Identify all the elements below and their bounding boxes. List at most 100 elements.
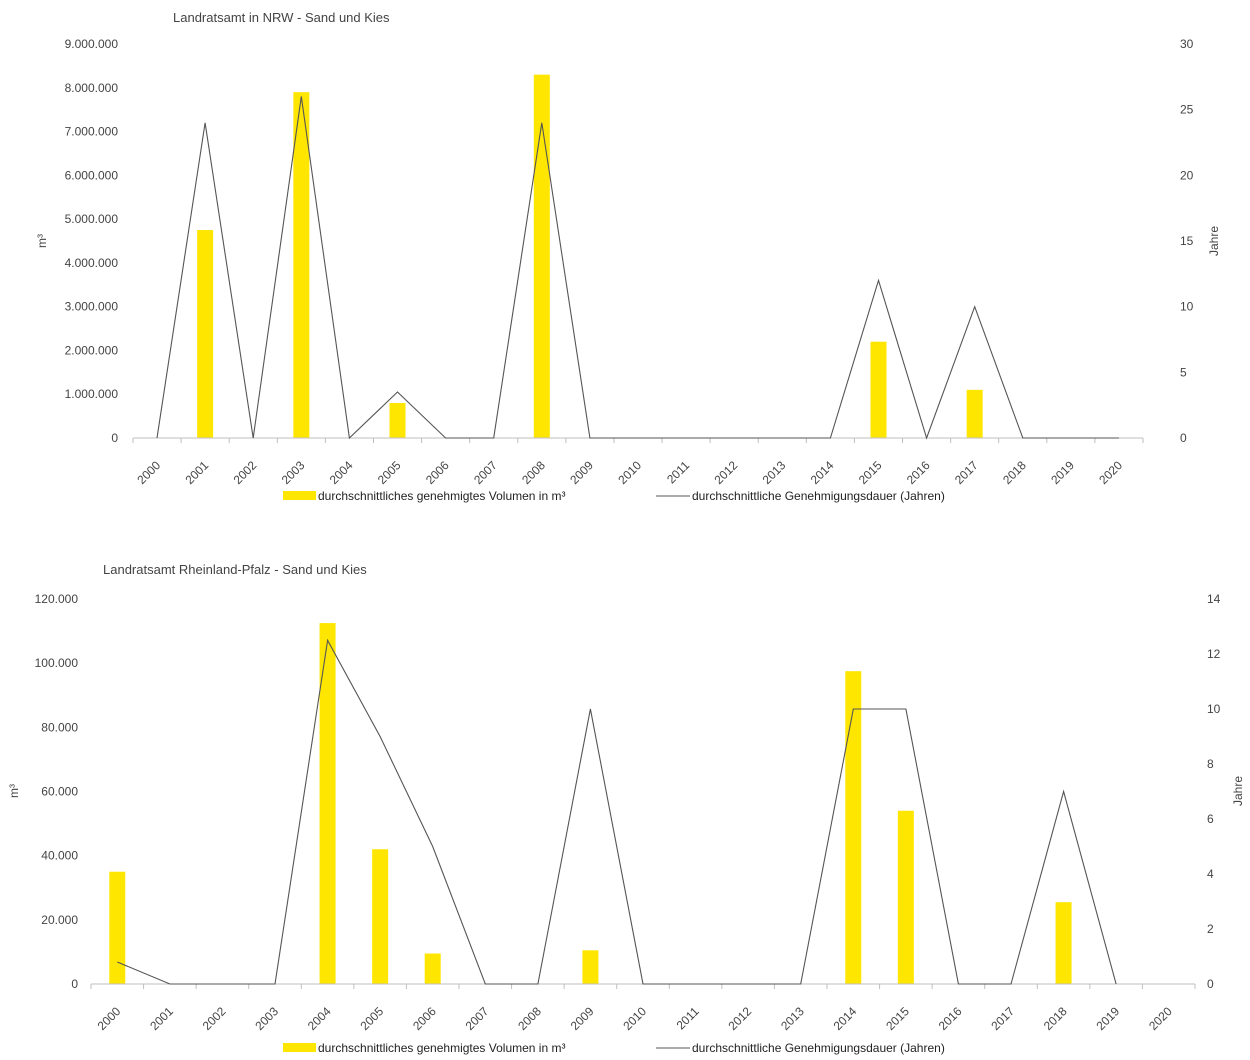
legend-label-bars: durchschnittliches genehmigtes Volumen i…	[318, 1041, 565, 1055]
y-tick-label: 60.000	[41, 785, 78, 799]
legend-label-line: durchschnittliche Genehmigungsdauer (Jah…	[692, 1041, 945, 1055]
y-tick-label: 0	[71, 977, 78, 991]
x-tick-label: 2000	[134, 458, 163, 487]
x-tick-label: 2009	[568, 1004, 597, 1033]
x-tick-label: 2006	[410, 1004, 439, 1033]
x-tick-label: 2015	[856, 458, 885, 487]
bar	[845, 671, 862, 984]
bar	[319, 623, 336, 984]
bar	[293, 92, 310, 439]
y2-tick-label: 20	[1180, 168, 1194, 182]
x-tick-label: 2007	[463, 1004, 492, 1033]
x-tick-label: 2014	[808, 458, 837, 487]
y2-tick-label: 8	[1207, 757, 1214, 771]
line-series	[156, 96, 1119, 440]
x-tick-label: 2019	[1093, 1004, 1122, 1033]
x-tick-label: 2018	[1000, 458, 1029, 487]
bar	[870, 341, 887, 438]
y-tick-label: 80.000	[41, 720, 78, 734]
x-tick-label: 2009	[567, 458, 596, 487]
y-tick-label: 0	[111, 431, 118, 445]
bar	[389, 402, 406, 438]
legend-label-line: durchschnittliche Genehmigungsdauer (Jah…	[692, 489, 945, 503]
x-tick-label: 2010	[615, 458, 644, 487]
x-tick-label: 2002	[200, 1004, 229, 1033]
x-tick-label: 2008	[519, 458, 548, 487]
y-tick-label: 7.000.000	[65, 125, 119, 139]
chart-title: Landratsamt Rheinland-Pfalz - Sand und K…	[103, 562, 367, 577]
y2-tick-label: 10	[1207, 702, 1221, 716]
y-tick-label: 100.000	[35, 656, 79, 670]
bar	[109, 871, 126, 984]
bar	[372, 849, 389, 984]
line-series	[117, 638, 1117, 985]
x-tick-label: 2003	[279, 458, 308, 487]
y2-tick-label: 30	[1180, 37, 1194, 51]
x-tick-label: 2017	[988, 1004, 1017, 1033]
chart-1: Landratsamt in NRW - Sand und Kies 0 1.000…	[35, 10, 1221, 503]
x-tick-label: 2019	[1048, 458, 1077, 487]
y2-tick-label: 10	[1180, 300, 1194, 314]
y2-axis-label: Jahre	[1207, 226, 1221, 256]
y2-tick-label: 14	[1207, 592, 1221, 606]
x-tick-label: 2010	[620, 1004, 649, 1033]
chart-title: Landratsamt in NRW - Sand und Kies	[173, 10, 390, 25]
y-tick-label: 3.000.000	[65, 300, 119, 314]
x-tick-label: 2005	[357, 1004, 386, 1033]
y-tick-label: 9.000.000	[65, 37, 119, 51]
y-axis-label: m³	[35, 234, 49, 248]
x-tick-label: 2017	[952, 458, 981, 487]
bar	[897, 810, 914, 984]
bar	[197, 230, 214, 438]
x-tick-label: 2001	[147, 1004, 176, 1033]
x-tick-label: 2007	[471, 458, 500, 487]
bar	[1055, 902, 1072, 984]
y2-axis-label: Jahre	[1231, 776, 1245, 806]
bar	[582, 950, 599, 984]
bar	[424, 953, 441, 984]
y2-tick-label: 25	[1180, 103, 1194, 117]
x-tick-label: 2005	[375, 458, 404, 487]
x-tick-label: 2004	[305, 1004, 334, 1033]
y2-tick-label: 6	[1207, 812, 1214, 826]
y2-tick-label: 2	[1207, 922, 1214, 936]
y2-tick-label: 0	[1207, 977, 1214, 991]
x-tick-label: 2012	[712, 458, 741, 487]
x-tick-label: 2012	[725, 1004, 754, 1033]
x-tick-label: 2020	[1146, 1004, 1175, 1033]
y-tick-label: 2.000.000	[65, 343, 119, 357]
x-tick-label: 2013	[778, 1004, 807, 1033]
y2-tick-label: 12	[1207, 647, 1221, 661]
y-tick-label: 5.000.000	[65, 212, 119, 226]
chart-2: Landratsamt Rheinland-Pfalz - Sand und K…	[7, 562, 1245, 1055]
y-axis-label: m³	[7, 784, 21, 798]
y2-tick-label: 15	[1180, 234, 1194, 248]
y-tick-label: 8.000.000	[65, 81, 119, 95]
y-tick-label: 1.000.000	[65, 387, 119, 401]
x-tick-label: 2020	[1096, 458, 1125, 487]
x-tick-label: 2002	[231, 458, 260, 487]
x-tick-label: 2011	[674, 1004, 702, 1032]
x-tick-label: 2006	[423, 458, 452, 487]
y-tick-label: 4.000.000	[65, 256, 119, 270]
x-tick-label: 2003	[252, 1004, 281, 1033]
x-tick-label: 2014	[831, 1004, 860, 1033]
x-tick-label: 2011	[664, 458, 692, 486]
x-tick-label: 2013	[760, 458, 789, 487]
y-tick-label: 120.000	[35, 592, 79, 606]
x-tick-label: 2015	[883, 1004, 912, 1033]
y2-tick-label: 4	[1207, 867, 1214, 881]
x-tick-label: 2008	[515, 1004, 544, 1033]
x-tick-label: 2000	[95, 1004, 124, 1033]
x-tick-label: 2016	[936, 1004, 965, 1033]
y-tick-label: 40.000	[41, 849, 78, 863]
legend-label-bars: durchschnittliches genehmigtes Volumen i…	[318, 489, 565, 503]
x-tick-label: 2004	[327, 458, 356, 487]
y2-tick-label: 5	[1180, 365, 1187, 379]
legend-swatch-bars	[283, 1043, 316, 1052]
x-tick-label: 2001	[182, 458, 211, 487]
x-tick-label: 2018	[1041, 1004, 1070, 1033]
y2-tick-label: 0	[1180, 431, 1187, 445]
legend-swatch-bars	[283, 491, 316, 500]
